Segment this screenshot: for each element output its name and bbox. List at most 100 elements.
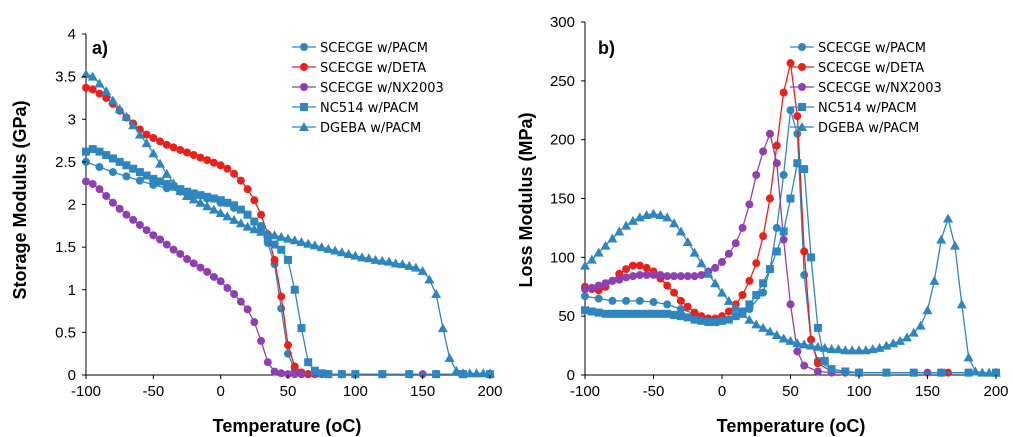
data-point: [751, 319, 762, 329]
data-point: [82, 147, 90, 156]
data-point: [357, 252, 368, 262]
x-tick-label: -100: [570, 383, 600, 400]
data-point: [156, 177, 165, 186]
panel-label-b: b): [598, 38, 615, 58]
data-point: [404, 260, 415, 270]
x-tick-label: 150: [410, 383, 435, 400]
data-point: [310, 366, 319, 375]
data-point: [594, 281, 603, 290]
data-point: [156, 235, 165, 244]
data-point: [122, 161, 131, 170]
data-point: [122, 172, 131, 181]
data-point: [156, 137, 165, 146]
data-point: [744, 314, 755, 324]
data-point: [95, 147, 104, 156]
data-point: [806, 340, 817, 350]
data-point: [779, 227, 788, 236]
data-point: [95, 162, 104, 171]
legend-entry: SCECGE w/NX2003: [292, 81, 444, 96]
data-point: [297, 324, 306, 333]
data-point: [779, 170, 788, 179]
data-point: [731, 239, 740, 248]
data-point: [142, 226, 151, 235]
data-point: [622, 309, 631, 318]
data-point: [263, 358, 272, 367]
data-point: [370, 254, 381, 264]
data-point: [745, 276, 754, 285]
data-point: [827, 365, 836, 374]
data-point: [683, 302, 692, 311]
data-point: [410, 262, 421, 272]
y-tick-label: 2: [68, 197, 76, 214]
legend-marker-swatch: [300, 103, 308, 111]
data-point: [786, 194, 795, 203]
data-point: [888, 338, 899, 348]
data-point: [663, 300, 672, 309]
data-point: [149, 134, 158, 143]
y-tick-label: 100: [550, 249, 575, 266]
data-point: [649, 298, 658, 307]
legend-label: SCECGE w/NX2003: [818, 81, 942, 96]
data-point: [833, 344, 844, 354]
data-point: [676, 312, 685, 321]
data-point: [800, 270, 809, 279]
data-point: [230, 201, 239, 210]
data-point: [764, 326, 775, 336]
data-point: [142, 130, 151, 139]
x-tick-label: 100: [846, 383, 871, 400]
panel-label-a: a): [92, 38, 108, 58]
data-point: [587, 283, 596, 292]
data-point: [350, 250, 361, 260]
data-point: [813, 359, 822, 368]
data-point: [188, 194, 199, 204]
data-point: [909, 368, 918, 377]
data-point: [723, 295, 734, 305]
data-point: [115, 204, 124, 213]
data-point: [88, 180, 97, 189]
chart-storage-modulus-legend: SCECGE w/PACM SCECGE w/DETA SCECGE w/NX200…: [292, 41, 444, 136]
legend-label: SCECGE w/PACM: [818, 41, 926, 56]
data-point: [874, 342, 885, 352]
series-line: [584, 213, 996, 374]
data-point: [581, 306, 589, 315]
data-point: [718, 316, 726, 325]
data-point: [243, 210, 252, 219]
data-point: [222, 211, 233, 221]
data-point: [269, 230, 280, 240]
legend-marker-swatch: [798, 43, 806, 51]
data-point: [149, 174, 158, 183]
data-point: [250, 217, 259, 226]
data-point: [284, 255, 292, 264]
data-point: [635, 261, 644, 270]
data-point: [202, 201, 213, 211]
data-point: [378, 370, 387, 379]
legend-entry: SCECGE w/DETA: [790, 61, 924, 76]
data-point: [758, 322, 769, 332]
legend-entry: NC514 w/PACM: [292, 101, 419, 116]
data-point: [622, 273, 631, 282]
data-point: [235, 218, 246, 228]
data-point: [162, 140, 171, 149]
data-point: [317, 369, 326, 378]
data-point: [324, 370, 333, 379]
data-point: [614, 226, 625, 236]
data-point: [793, 129, 802, 138]
data-point: [169, 245, 178, 254]
data-point: [621, 220, 632, 230]
data-point: [87, 71, 98, 81]
data-point: [397, 259, 408, 269]
data-point: [189, 259, 198, 268]
data-point: [284, 370, 292, 379]
data-point: [223, 284, 232, 293]
legend-entry: NC514 w/PACM: [790, 101, 917, 116]
data-point: [129, 215, 138, 224]
data-point: [209, 272, 218, 281]
data-point: [601, 309, 610, 318]
x-tick-label: 200: [477, 383, 502, 400]
x-axis-label-b: Temperature (oC): [717, 416, 866, 436]
data-point: [296, 237, 307, 247]
y-tick-label: 150: [550, 191, 575, 208]
data-point: [263, 234, 272, 243]
data-point: [800, 165, 809, 174]
data-point: [793, 347, 802, 356]
